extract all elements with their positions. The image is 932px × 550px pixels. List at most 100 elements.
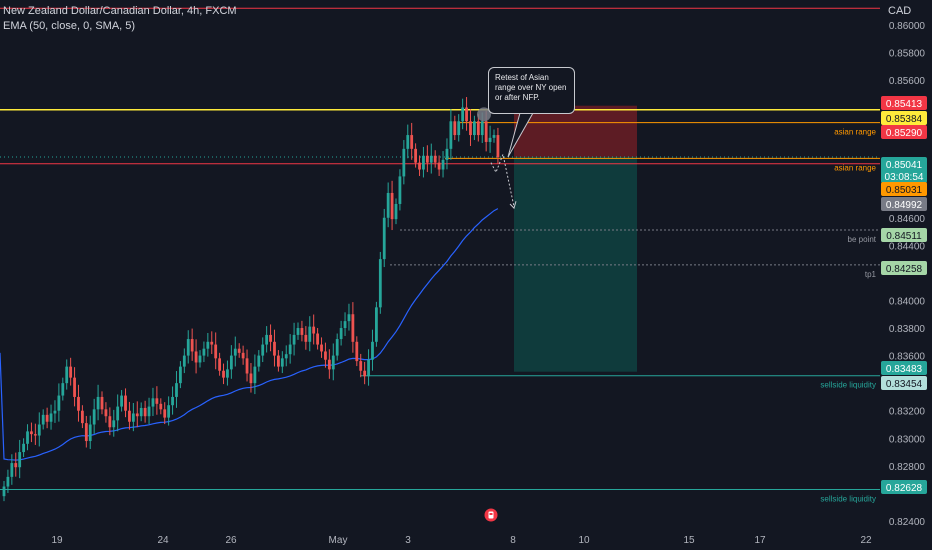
candle-body: [410, 135, 414, 149]
price-label-box: [881, 125, 927, 139]
price-label-text: 0.85041: [886, 160, 923, 171]
candle-body: [128, 410, 131, 422]
price-label-box: [881, 197, 927, 211]
candle-body: [26, 431, 29, 444]
candle-body: [269, 334, 272, 342]
candle-body: [96, 396, 100, 410]
candle-body: [210, 341, 214, 345]
candle-body: [198, 355, 202, 363]
candle-body: [265, 334, 269, 345]
candle-body: [351, 314, 355, 342]
candle-body: [171, 396, 174, 406]
time-tick-label: 3: [405, 535, 411, 546]
candle-body: [331, 355, 335, 370]
candle-body: [390, 192, 394, 220]
candle-body: [65, 366, 69, 384]
price-label-text: 0.85413: [886, 99, 923, 110]
candle-body: [406, 135, 410, 149]
candle-body: [418, 162, 421, 170]
candle-body: [41, 414, 45, 425]
projection-path: [490, 152, 515, 207]
symbol-title[interactable]: New Zealand Dollar/Canadian Dollar, 4h, …: [3, 5, 237, 17]
price-tick-label: 0.83000: [889, 434, 926, 445]
time-axis[interactable]: 19 24 26 May 3 8 10 15 17 22: [51, 535, 872, 546]
candle-body: [473, 121, 476, 136]
candle-body: [14, 463, 18, 468]
candle-body: [476, 121, 480, 136]
candle-body: [461, 107, 465, 122]
candle-body: [116, 406, 120, 421]
price-label-text: 0.85290: [886, 128, 923, 139]
indicator-title[interactable]: EMA (50, close, 0, SMA, 5): [3, 20, 136, 32]
candle-body: [249, 373, 253, 384]
candle-body: [245, 358, 249, 374]
level-label: sellside liquidity: [820, 381, 876, 390]
candle-body: [226, 369, 229, 378]
chart-legend: New Zealand Dollar/Canadian Dollar, 4h, …: [3, 4, 237, 34]
candle-body: [163, 409, 167, 418]
candle-body: [45, 414, 49, 422]
level-label: sellside liquidity: [820, 495, 876, 504]
candle-body: [288, 344, 292, 355]
price-label-text: 0.84511: [886, 231, 922, 242]
callout-note[interactable]: Retest of Asian range over NY open or af…: [488, 67, 575, 114]
candle-body: [433, 155, 437, 163]
marker-circle: [477, 107, 491, 122]
price-label-box: [881, 111, 927, 125]
candle-body: [343, 321, 347, 329]
price-label-text: 0.85384: [886, 114, 923, 125]
time-tick-label: 8: [510, 535, 516, 546]
price-label-text: 0.83454: [886, 379, 923, 390]
candle-body: [214, 344, 218, 359]
candle-body: [10, 463, 14, 477]
annotations: [477, 107, 534, 210]
candle-body: [414, 148, 417, 163]
price-tick-label: 0.83200: [889, 407, 926, 418]
candle-body: [179, 366, 182, 384]
price-tick-label: 0.86000: [889, 21, 926, 32]
level-lines: asian range asian range be point tp1 sellsid…: [0, 7, 880, 504]
candle-body: [120, 395, 123, 407]
price-tick-label: 0.85600: [889, 76, 926, 87]
price-label-text: 0.82628: [886, 483, 923, 494]
countdown-text: 03:08:54: [885, 172, 924, 183]
candle-body: [371, 341, 374, 360]
candle-body: [6, 476, 10, 487]
candle-body: [49, 413, 53, 422]
time-tick-label: 26: [225, 535, 237, 546]
candle-body: [88, 424, 92, 442]
level-label: asian range: [834, 163, 876, 172]
price-label-box: [881, 182, 927, 196]
stop-zone: [514, 105, 637, 157]
candle-body: [320, 344, 323, 352]
price-tick-label: 0.83600: [889, 352, 926, 363]
candle-body: [327, 359, 331, 370]
candle-body: [206, 341, 210, 349]
candle-body: [394, 203, 398, 220]
candle-body: [61, 383, 65, 396]
price-label-box: [881, 361, 927, 375]
flag-event-icon[interactable]: [484, 507, 498, 523]
candle-body: [437, 162, 441, 170]
candle-body: [53, 410, 57, 414]
candle-body: [257, 355, 261, 367]
candle-body: [37, 424, 41, 436]
candle-body: [378, 259, 382, 308]
axis-currency[interactable]: CAD: [888, 5, 912, 17]
candle-body: [202, 348, 206, 356]
candle-body: [175, 383, 178, 397]
candle-body: [147, 406, 151, 417]
candle-body: [300, 328, 304, 335]
time-tick-label: 10: [578, 535, 590, 546]
candle-body: [143, 407, 147, 417]
candle-body: [190, 339, 194, 352]
candle-body: [367, 359, 370, 377]
time-tick-label: May: [329, 535, 348, 546]
time-tick-label: 17: [754, 535, 766, 546]
level-label: tp1: [865, 270, 877, 279]
candle-body: [312, 326, 316, 334]
price-axis[interactable]: 0.860000.858000.856000.852000.850000.846…: [880, 0, 932, 550]
candle-body: [151, 398, 155, 407]
price-label-text: 0.84992: [886, 200, 923, 211]
